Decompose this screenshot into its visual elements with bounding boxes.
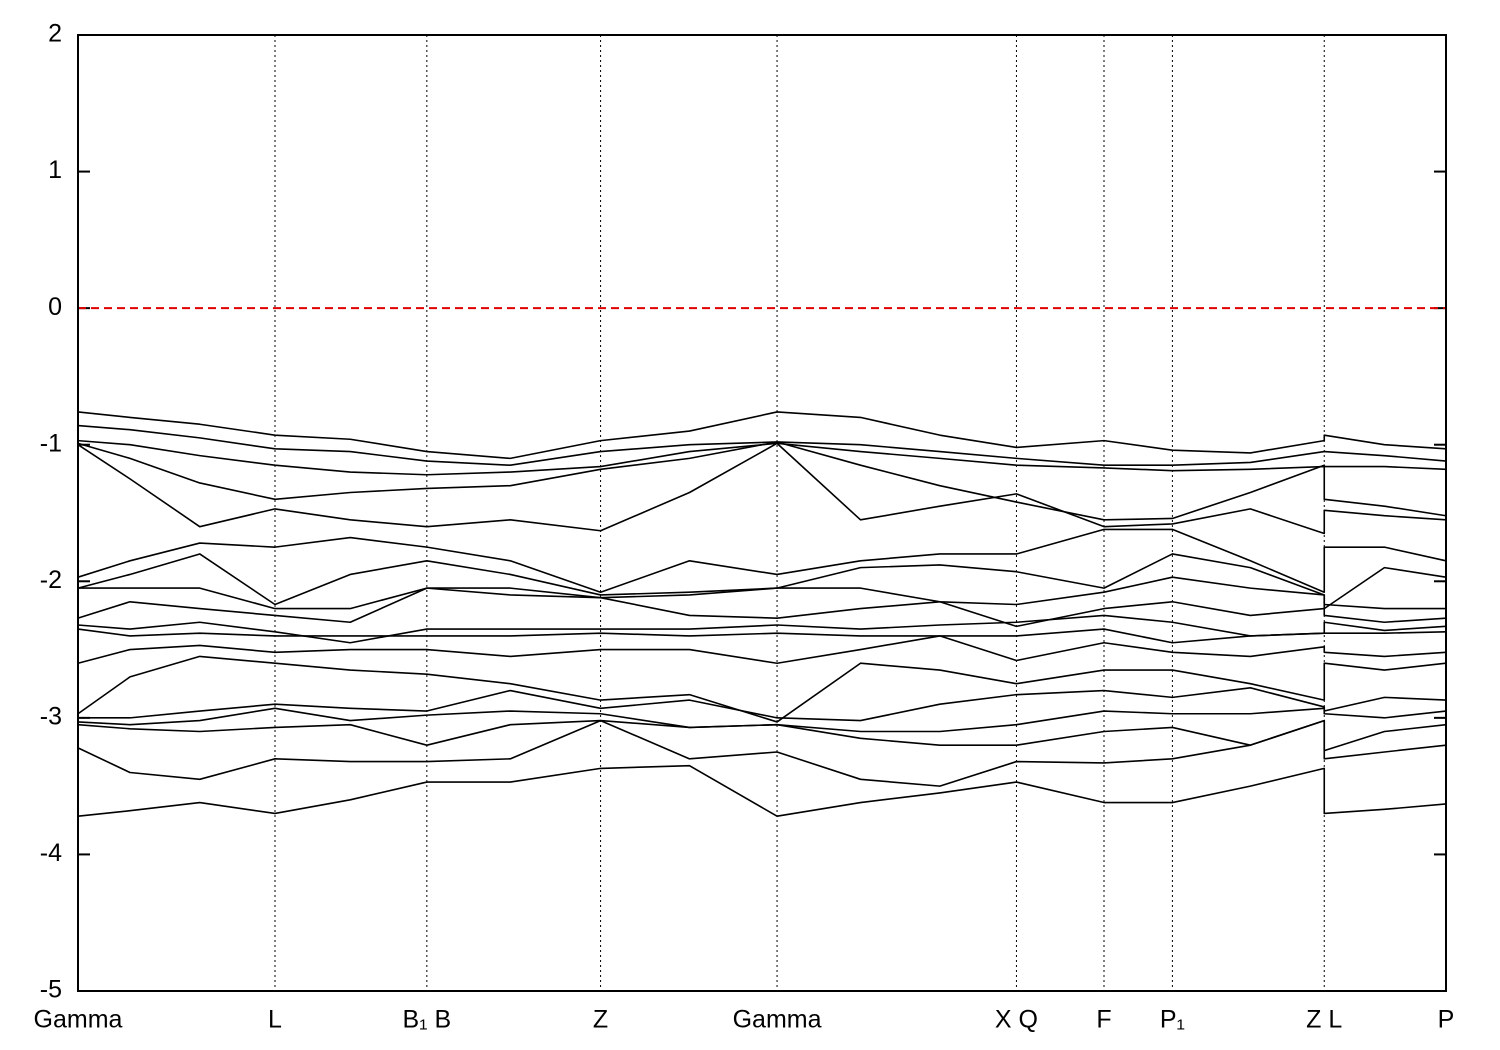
y-tick-label: 2 bbox=[48, 20, 62, 48]
band-line bbox=[77, 707, 1447, 733]
band-line bbox=[78, 687, 1447, 722]
band-line bbox=[77, 719, 1447, 787]
y-tick-label: -4 bbox=[40, 839, 62, 867]
y-tick-label: -2 bbox=[40, 566, 62, 594]
band-line bbox=[77, 439, 1447, 476]
band-line bbox=[78, 576, 1446, 610]
y-tick-label: -5 bbox=[40, 976, 62, 1004]
x-tick-label: Gamma bbox=[733, 1006, 822, 1034]
plot-frame bbox=[77, 34, 1447, 992]
band-line bbox=[77, 655, 1447, 723]
band-line bbox=[77, 442, 1447, 535]
band-line bbox=[77, 764, 1447, 817]
band-line bbox=[77, 441, 1447, 521]
x-tick-label: P bbox=[1438, 1006, 1455, 1034]
x-tick-label: X Q bbox=[995, 1006, 1038, 1034]
x-tick-label: Z bbox=[593, 1006, 608, 1034]
x-tick-label: Z L bbox=[1306, 1006, 1342, 1034]
band-line bbox=[77, 628, 1447, 644]
band-line bbox=[77, 411, 1447, 460]
band-line bbox=[77, 635, 1447, 665]
band-line bbox=[77, 528, 1447, 594]
band-line bbox=[77, 587, 1447, 628]
band-line bbox=[77, 553, 1447, 610]
y-tick-label: -1 bbox=[40, 429, 62, 457]
y-tick-label: -3 bbox=[40, 702, 62, 730]
band-line bbox=[77, 614, 1447, 644]
y-tick-label: 1 bbox=[48, 156, 62, 184]
x-tick-label: F bbox=[1096, 1006, 1111, 1034]
x-tick-label: B₁ B bbox=[402, 1006, 451, 1034]
x-tick-label: L bbox=[268, 1006, 282, 1034]
y-tick-label: 0 bbox=[48, 293, 62, 321]
x-tick-label: P₁ bbox=[1160, 1006, 1185, 1034]
x-tick-label: Gamma bbox=[34, 1006, 123, 1034]
